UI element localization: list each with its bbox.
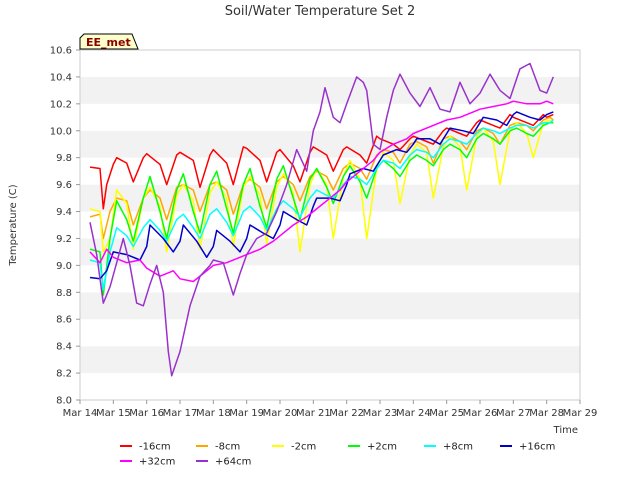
series-line-8cm	[89, 119, 554, 291]
y-tick-label: 9.6	[56, 180, 72, 191]
x-tick-label: Mar 19	[229, 408, 264, 419]
legend-label: +16cm	[519, 442, 555, 453]
series-line-64cm	[89, 62, 554, 377]
y-tick-label: 8.2	[56, 369, 72, 380]
legend-label: +2cm	[367, 442, 397, 453]
y-tick-label: 10.2	[50, 99, 72, 110]
x-tick-label: Mar 27	[496, 408, 531, 419]
legend: -16cm -8cm -2cm +2cm +8cm +16cm +32cm +64cm	[120, 442, 555, 468]
y-tick-label: 9.2	[56, 234, 72, 245]
y-tick-label: 8.4	[56, 342, 72, 353]
station-badge-box	[79, 33, 139, 50]
series-line-2cm	[89, 121, 554, 296]
series-line-16cm	[89, 111, 554, 280]
x-tick-label: Mar 29	[563, 408, 598, 419]
x-tick-label: Mar 23	[363, 408, 398, 419]
y-tick-label: 9.8	[56, 153, 72, 164]
grid-band	[80, 238, 580, 266]
x-tick-label: Mar 20	[263, 408, 298, 419]
y-tick-label: 8.8	[56, 288, 72, 299]
y-tick-label: 9.4	[56, 207, 72, 218]
y-axis-ticks: 8.0 8.2 8.4 8.6 8.8 9.0 9.2 9.4 9.6 9.8 10.0 10.2 10…	[50, 46, 80, 407]
series-layer	[89, 62, 554, 377]
y-axis-label: Temperature (C)	[8, 184, 19, 266]
chart-title: Soil/Water Temperature Set 2	[225, 4, 416, 19]
x-tick-label: Mar 18	[196, 408, 231, 419]
grid-band	[80, 265, 580, 293]
series-line-32cm	[89, 100, 554, 283]
legend-label: +32cm	[139, 457, 175, 468]
grid-band	[80, 50, 580, 77]
grid-band	[80, 292, 580, 320]
x-tick-label: Mar 21	[296, 408, 331, 419]
x-tick-label: Mar 25	[429, 408, 464, 419]
legend-label: +8cm	[443, 442, 473, 453]
grid-band	[80, 130, 580, 158]
x-tick-label: Mar 16	[129, 408, 164, 419]
grid-band	[80, 373, 580, 400]
x-tick-label: Mar 14	[63, 408, 98, 419]
plot-frame	[79, 49, 581, 401]
series-line-16cm	[89, 113, 554, 210]
series-line-8cm	[89, 116, 554, 240]
grid-band	[80, 76, 580, 104]
y-tick-label: 8.6	[56, 315, 72, 326]
x-tick-label: Mar 17	[163, 408, 198, 419]
x-tick-label: Mar 28	[529, 408, 564, 419]
station-badge-label: EE_met	[86, 36, 131, 49]
y-tick-label: 10.0	[50, 126, 72, 137]
grid-band	[80, 319, 580, 347]
x-tick-label: Mar 22	[329, 408, 364, 419]
y-tick-label: 10.4	[50, 72, 72, 83]
station-badge: EE_met	[79, 33, 139, 50]
grid-band	[80, 346, 580, 374]
y-tick-label: 8.0	[56, 396, 72, 407]
legend-label: -8cm	[215, 442, 240, 453]
y-tick-label: 9.0	[56, 261, 72, 272]
x-axis-label: Time	[553, 425, 578, 436]
y-tick-label: 10.6	[50, 46, 72, 57]
x-tick-label: Mar 24	[396, 408, 431, 419]
legend-label: -16cm	[139, 442, 171, 453]
x-tick-label: Mar 15	[96, 408, 131, 419]
legend-label: +64cm	[215, 457, 251, 468]
x-tick-label: Mar 26	[463, 408, 498, 419]
legend-label: -2cm	[291, 442, 316, 453]
